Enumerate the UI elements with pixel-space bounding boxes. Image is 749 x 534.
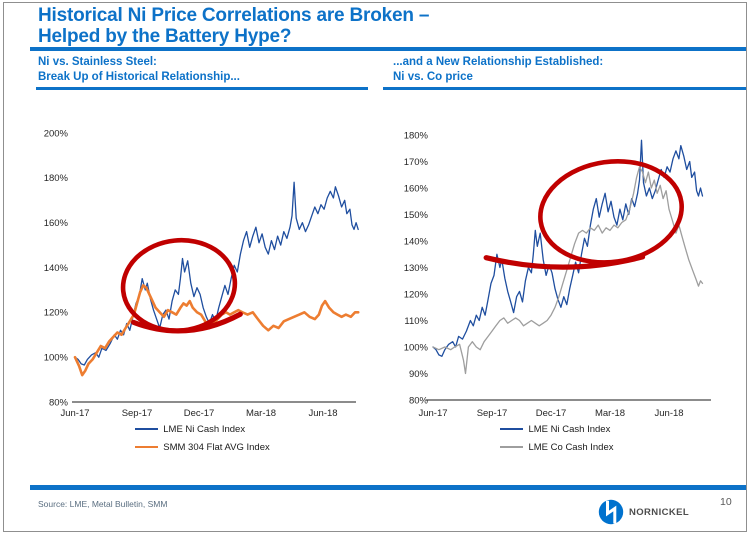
lme-ni-line-swatch xyxy=(500,428,524,430)
y-tick-label: 180% xyxy=(404,130,429,141)
legend-item-lme-ni: LME Ni Cash Index xyxy=(135,420,269,438)
right-heading-underline-bar xyxy=(383,87,746,90)
y-tick-label: 90% xyxy=(409,369,429,380)
legend-label: LME Co Cash Index xyxy=(528,441,614,453)
y-tick-label: 80% xyxy=(49,397,69,408)
y-tick-label: 160% xyxy=(404,183,429,194)
x-tick-label: Mar-18 xyxy=(595,408,625,419)
right-panel-heading-line1: ...and a New Relationship Established: xyxy=(393,56,604,68)
left-panel-heading: Ni vs. Stainless Steel: Break Up of Hist… xyxy=(38,55,368,85)
right-panel-heading-line2: Ni vs. Co price xyxy=(393,71,473,83)
y-tick-label: 120% xyxy=(44,308,69,319)
y-tick-label: 140% xyxy=(44,263,69,274)
y-tick-label: 140% xyxy=(404,236,429,247)
hand-drawn-circle-annotation xyxy=(120,237,243,334)
smm-304-line-swatch xyxy=(135,445,159,449)
left-heading-underline-bar xyxy=(36,87,368,90)
slide-title-line2: Helped by the Battery Hype? xyxy=(38,26,292,47)
slide-title-line1: Historical Ni Price Correlations are Bro… xyxy=(38,5,430,26)
x-tick-label: Jun-18 xyxy=(655,408,684,419)
left-chart-figure: 80% 100% 120% 140% 160% 180% 200% Jun-17 Sep-17 D… xyxy=(30,108,375,478)
hand-drawn-circle-annotation xyxy=(483,158,684,270)
x-tick-label: Jun-17 xyxy=(418,408,447,419)
y-tick-label: 120% xyxy=(404,289,429,300)
y-tick-label: 130% xyxy=(404,263,429,274)
x-tick-label: Jun-18 xyxy=(309,408,338,419)
source-note: Source: LME, Metal Bulletin, SMM xyxy=(38,499,168,509)
page-number: 10 xyxy=(720,496,732,508)
legend-item-lme-ni: LME Ni Cash Index xyxy=(500,420,613,438)
footer-accent-bar xyxy=(30,485,746,490)
y-tick-label: 80% xyxy=(409,395,429,406)
left-panel-heading-line2: Break Up of Historical Relationship... xyxy=(38,71,240,83)
right-chart-legend: LME Ni Cash Index LME Co Cash Index xyxy=(395,420,749,456)
y-tick-label: 180% xyxy=(44,173,69,184)
legend-label: SMM 304 Flat AVG Index xyxy=(163,441,270,453)
lme-co-line-swatch xyxy=(500,446,524,448)
x-tick-label: Sep-17 xyxy=(122,408,153,419)
x-tick-label: Jun-17 xyxy=(60,408,89,419)
brand-name: NORNICKEL xyxy=(629,507,690,518)
series-line xyxy=(74,181,359,366)
legend-item-lme-co: LME Co Cash Index xyxy=(500,438,614,456)
left-line-chart: 80% 100% 120% 140% 160% 180% 200% Jun-17 Sep-17 D… xyxy=(44,128,360,419)
y-tick-label: 100% xyxy=(44,352,69,363)
y-tick-label: 160% xyxy=(44,218,69,229)
x-tick-label: Mar-18 xyxy=(246,408,276,419)
series-line xyxy=(73,284,360,377)
y-tick-label: 150% xyxy=(404,210,429,221)
legend-item-smm-304: SMM 304 Flat AVG Index xyxy=(135,438,270,456)
x-tick-label: Dec-17 xyxy=(184,408,215,419)
left-chart-legend: LME Ni Cash Index SMM 304 Flat AVG Index xyxy=(30,420,375,456)
right-line-chart: 80% 90% 100% 110% 120% 130% 140% 150% 160% 170% 18… xyxy=(404,130,711,419)
legend-label: LME Ni Cash Index xyxy=(163,423,246,435)
x-tick-label: Dec-17 xyxy=(536,408,567,419)
right-chart-figure: 80% 90% 100% 110% 120% 130% 140% 150% 160% 170% 18… xyxy=(395,108,749,478)
series-line xyxy=(432,166,704,375)
legend-label: LME Ni Cash Index xyxy=(528,423,611,435)
nornickel-logo-icon xyxy=(598,499,624,525)
left-panel-heading-line1: Ni vs. Stainless Steel: xyxy=(38,56,157,68)
slide-title: Historical Ni Price Correlations are Bro… xyxy=(38,5,728,47)
y-tick-label: 200% xyxy=(44,128,69,139)
right-panel-heading: ...and a New Relationship Established: N… xyxy=(393,55,743,85)
x-tick-label: Sep-17 xyxy=(477,408,508,419)
y-tick-label: 100% xyxy=(404,342,429,353)
title-underline-bar xyxy=(30,47,746,51)
lme-ni-line-swatch xyxy=(135,428,159,430)
y-tick-label: 170% xyxy=(404,157,429,168)
y-tick-label: 110% xyxy=(404,316,428,327)
